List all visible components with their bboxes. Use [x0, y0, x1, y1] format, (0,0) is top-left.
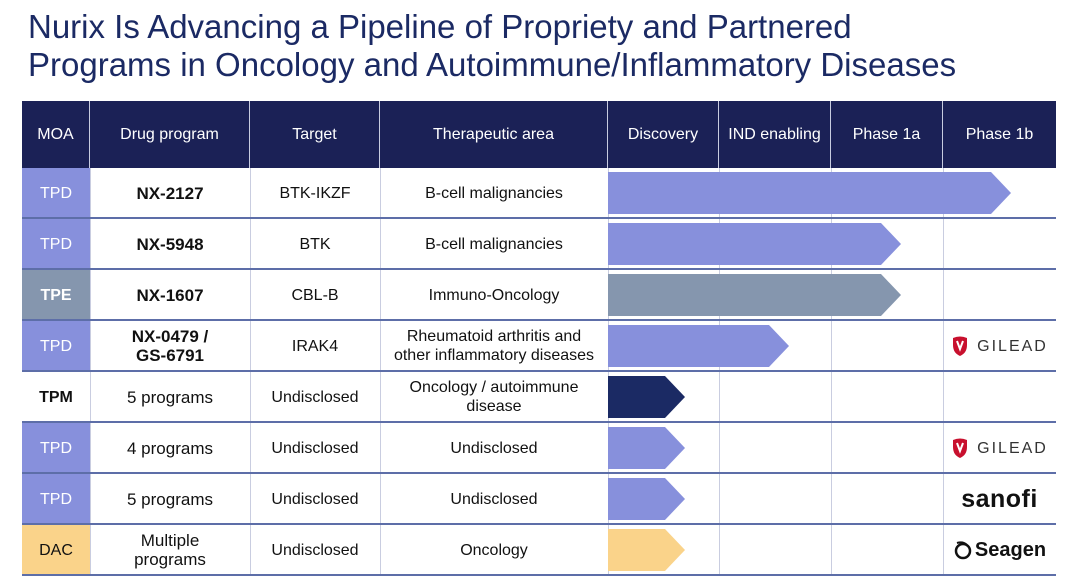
therapeutic-area: B-cell malignancies — [425, 184, 563, 202]
header-therapeutic-area: Therapeutic area — [380, 101, 608, 168]
stage-progress-arrow — [608, 427, 685, 469]
header-moa: MOA — [22, 101, 90, 168]
drug-program: NX-0479 / GS-6791 — [90, 321, 250, 371]
therapeutic-area: Undisclosed — [450, 490, 538, 508]
table-row: TPD 5 programs Undisclosed Undisclosed s… — [22, 474, 1056, 525]
therapeutic-area: Oncology / autoimmune disease — [380, 372, 608, 422]
column-divider — [90, 168, 91, 576]
stage-progress-arrow — [608, 478, 685, 520]
drug-program-line-2: GS-6791 — [135, 346, 205, 365]
seagen-mark-icon — [954, 541, 972, 560]
gilead-mark-icon — [953, 438, 968, 458]
partner-logo: GILEAD — [943, 423, 1056, 473]
gilead-mark-icon — [953, 336, 968, 356]
drug-program: 5 programs — [127, 387, 213, 407]
header-ind-enabling: IND enabling — [719, 101, 831, 168]
row-divider — [22, 319, 1056, 321]
stage-progress-arrow — [608, 274, 901, 316]
area-line-1: Oncology / autoimmune — [409, 379, 579, 396]
table-row: TPM 5 programs Undisclosed Oncology / au… — [22, 372, 1056, 423]
column-divider — [608, 168, 609, 576]
target: Undisclosed — [271, 541, 359, 559]
page-title: Nurix Is Advancing a Pipeline of Proprie… — [28, 8, 1068, 84]
partner-logo: GILEAD — [943, 321, 1056, 371]
moa-badge: TPD — [22, 219, 90, 269]
column-divider — [831, 168, 832, 576]
target: BTK — [299, 235, 331, 253]
moa-badge: TPM — [39, 388, 73, 406]
therapeutic-area: Rheumatoid arthritis and other inflammat… — [380, 321, 608, 371]
row-divider — [22, 421, 1056, 423]
header-phase-1b: Phase 1b — [943, 101, 1056, 168]
header-target: Target — [250, 101, 380, 168]
moa-badge: TPE — [22, 270, 90, 320]
drug-program-line-1: NX-0479 / — [131, 327, 209, 346]
partner-logo: sanofi — [943, 474, 1056, 524]
partner-logo: Seagen — [943, 525, 1056, 575]
row-divider — [22, 217, 1056, 219]
seagen-wordmark: Seagen — [974, 538, 1047, 561]
row-divider — [22, 574, 1056, 576]
moa-badge: DAC — [22, 525, 90, 575]
header-phase-1a: Phase 1a — [831, 101, 943, 168]
table-row: TPD NX-2127 BTK-IKZF B-cell malignancies — [22, 168, 1056, 219]
therapeutic-area: Immuno-Oncology — [428, 286, 560, 304]
therapeutic-area: Undisclosed — [450, 439, 538, 457]
column-divider — [943, 168, 944, 576]
area-line-2: other inflammatory diseases — [393, 347, 595, 364]
column-divider — [719, 168, 720, 576]
area-line-2: disease — [466, 398, 522, 415]
stage-progress-arrow — [608, 376, 685, 418]
sanofi-logo-icon: sanofi — [961, 484, 1038, 513]
therapeutic-area: B-cell malignancies — [425, 235, 563, 253]
table-row: TPD NX-5948 BTK B-cell malignancies — [22, 219, 1056, 270]
moa-badge: TPD — [22, 168, 90, 218]
gilead-wordmark: GILEAD — [977, 337, 1048, 355]
pipeline-table: MOA Drug program Target Therapeutic area… — [22, 101, 1056, 576]
target: Undisclosed — [271, 439, 359, 457]
drug-program: NX-2127 — [136, 183, 204, 203]
header-drug-program: Drug program — [90, 101, 250, 168]
stage-progress-arrow — [608, 172, 1011, 214]
table-row: TPD 4 programs Undisclosed Undisclosed G… — [22, 423, 1056, 474]
drug-program: 5 programs — [127, 489, 213, 509]
moa-badge: TPD — [22, 321, 90, 371]
target: IRAK4 — [291, 337, 339, 355]
stage-progress-arrow — [608, 223, 901, 265]
table-row: TPD NX-0479 / GS-6791 IRAK4 Rheumatoid a… — [22, 321, 1056, 372]
stage-progress-arrow — [608, 529, 685, 571]
title-line-2: Programs in Oncology and Autoimmune/Infl… — [28, 46, 957, 83]
target: BTK-IKZF — [279, 184, 351, 202]
drug-program: NX-5948 — [136, 234, 204, 254]
area-line-1: Rheumatoid arthritis and — [406, 328, 582, 345]
therapeutic-area: Oncology — [460, 541, 528, 559]
target: CBL-B — [291, 286, 339, 304]
column-divider — [250, 168, 251, 576]
title-line-1: Nurix Is Advancing a Pipeline of Proprie… — [28, 8, 852, 45]
gilead-logo-icon: GILEAD — [951, 437, 1048, 459]
table-row: DAC Multiple programs Undisclosed Oncolo… — [22, 525, 1056, 576]
gilead-wordmark: GILEAD — [977, 439, 1048, 457]
moa-badge: TPD — [22, 474, 90, 524]
column-divider — [380, 168, 381, 576]
header-discovery: Discovery — [608, 101, 719, 168]
row-divider — [22, 523, 1056, 525]
gilead-logo-icon: GILEAD — [951, 335, 1048, 357]
target: Undisclosed — [271, 490, 359, 508]
row-divider — [22, 370, 1056, 372]
drug-program: NX-1607 — [136, 285, 204, 305]
drug-program: Multiple programs — [90, 525, 250, 575]
moa-badge: TPD — [22, 423, 90, 473]
drug-program: 4 programs — [127, 438, 213, 458]
seagen-logo-icon: Seagen — [953, 540, 1046, 560]
target: Undisclosed — [271, 388, 359, 406]
stage-progress-arrow — [608, 325, 789, 367]
row-divider — [22, 472, 1056, 474]
drug-program-line-1: Multiple — [140, 531, 200, 550]
drug-program-line-2: programs — [134, 550, 206, 569]
row-divider — [22, 268, 1056, 270]
table-row: TPE NX-1607 CBL-B Immuno-Oncology — [22, 270, 1056, 321]
